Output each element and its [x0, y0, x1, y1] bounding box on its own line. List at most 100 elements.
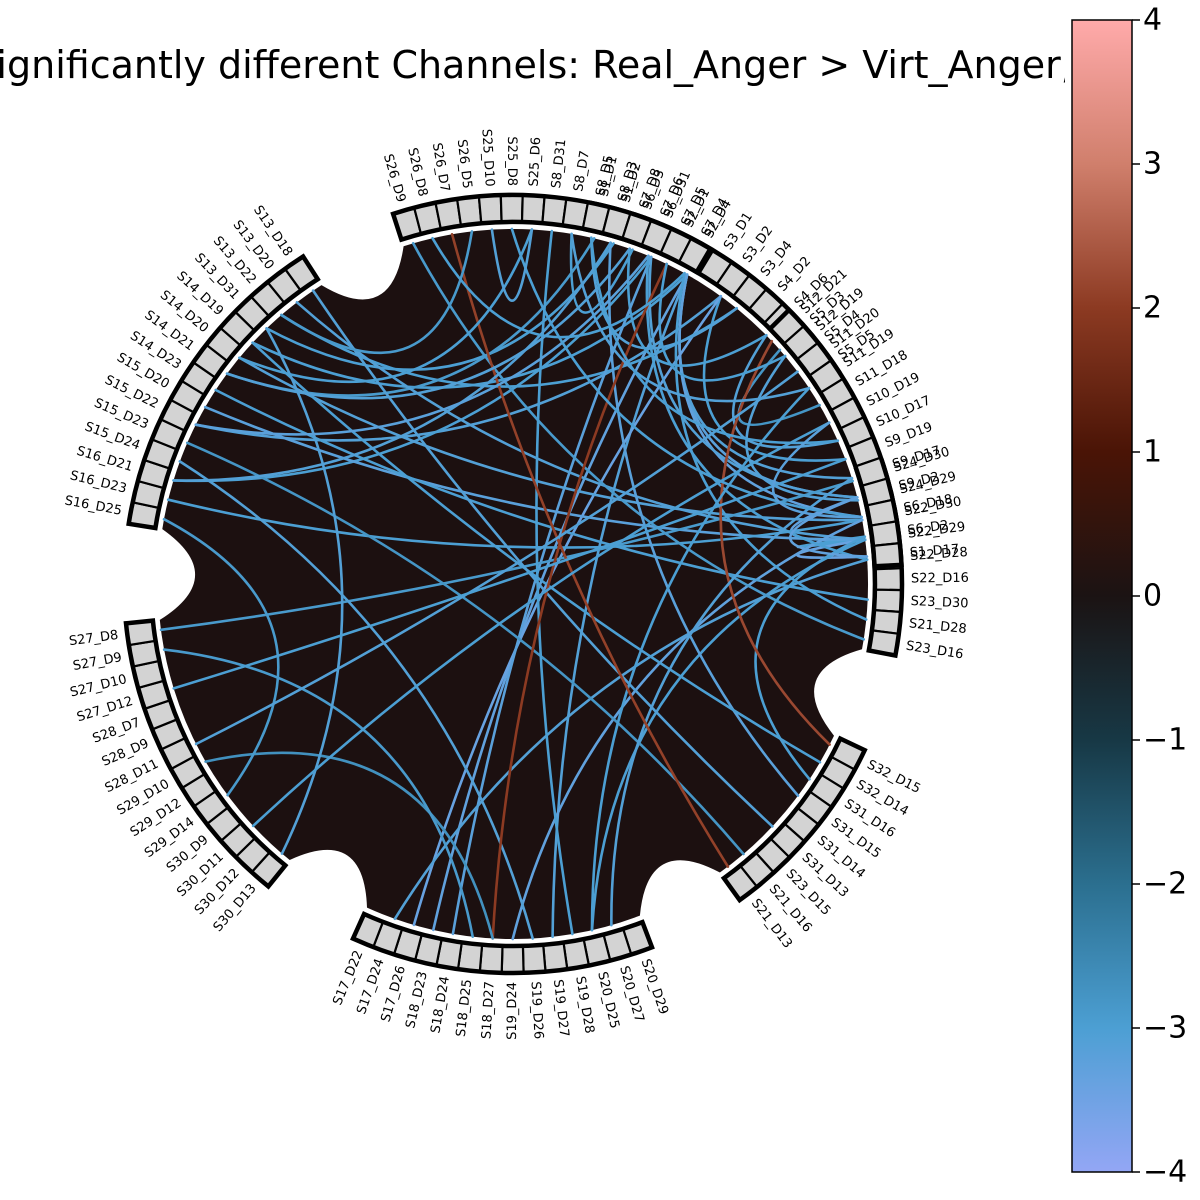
colorbar-tick-label: 0 — [1143, 579, 1162, 614]
node-label: S8_D31 — [549, 138, 569, 189]
node-label: S26_D9 — [380, 152, 408, 204]
colorbar-tick-label: 1 — [1143, 435, 1162, 470]
chord-link — [510, 227, 863, 519]
chord-link — [251, 421, 831, 828]
node-label: S19_D28 — [572, 975, 596, 1035]
chart-title: Significantly different Channels: Real_A… — [0, 43, 1158, 87]
node-label: S18_D23 — [403, 970, 431, 1030]
chord-link — [490, 228, 534, 302]
node-label: S20_D25 — [594, 970, 622, 1030]
chord-link — [166, 498, 864, 549]
chord-link — [737, 348, 821, 427]
node-box — [478, 943, 504, 974]
node-label: S19_D27 — [550, 979, 571, 1038]
node-box — [520, 193, 546, 225]
chord-link — [280, 230, 474, 355]
node-label: S25_D10 — [478, 128, 496, 187]
chord-link — [789, 496, 869, 558]
node-label: S27_D8 — [68, 628, 119, 649]
chord-link — [590, 386, 811, 932]
node-label: S22_D28 — [910, 545, 969, 564]
node-box — [499, 193, 524, 224]
chord-link — [172, 241, 612, 482]
colorbar-tick-label: −4 — [1143, 1155, 1187, 1190]
chord-link — [702, 294, 847, 462]
chord-link — [203, 405, 867, 541]
chord-link — [674, 271, 868, 621]
colorbar-tick-label: −3 — [1143, 1011, 1187, 1046]
node-label: S22_D29 — [907, 520, 966, 542]
chord-link — [238, 228, 534, 384]
chord-link — [511, 518, 864, 941]
colorbar-gradient — [1071, 19, 1133, 1173]
group-outline — [126, 253, 321, 531]
chord-link — [610, 476, 854, 927]
chord-link — [590, 538, 867, 932]
node-label: S16_D25 — [63, 493, 123, 518]
node-box — [873, 567, 904, 592]
group-outline — [123, 618, 289, 890]
chord-link — [162, 648, 474, 938]
chord-link — [238, 356, 864, 522]
chord-link — [648, 255, 859, 499]
chord-link — [569, 232, 634, 314]
node-box — [871, 541, 903, 568]
chord-link — [393, 558, 869, 921]
colorbar-tick-label: −1 — [1143, 723, 1187, 758]
node-label: S23_D16 — [905, 639, 964, 663]
chord-link — [311, 289, 774, 828]
chord-nodes: S1_D1S1_D2S6_D3S6_D31S2_D1S2_D4S3_D1S3_D… — [63, 128, 969, 1039]
node-label: S16_D23 — [68, 468, 128, 496]
node-label: S18_D27 — [479, 981, 497, 1040]
colorbar-tick-label: 4 — [1143, 3, 1162, 38]
chord-link — [162, 517, 280, 797]
chord-link — [172, 255, 653, 483]
group-outline — [390, 192, 714, 276]
node-label: S19_D24 — [505, 982, 520, 1040]
colorbar: −4 −3 −2 −1 0 1 2 3 4 — [1071, 3, 1187, 1190]
chord-link — [265, 242, 615, 371]
chord-link — [178, 460, 534, 940]
chord-link — [658, 262, 787, 382]
chord-link — [551, 273, 689, 939]
chord-link — [295, 301, 867, 541]
colorbar-tick-label: 3 — [1143, 147, 1162, 182]
chord-link — [570, 232, 811, 403]
node-label: S6_D2 — [907, 518, 950, 538]
node-box — [500, 944, 525, 975]
chord-link — [431, 236, 686, 339]
node-label: S27_D9 — [72, 650, 123, 674]
node-box — [477, 194, 503, 225]
node-label: S25_D8 — [504, 136, 519, 186]
chord-link — [194, 254, 650, 436]
node-label: S1_D17 — [909, 542, 960, 561]
colorbar-tick-label: 2 — [1143, 291, 1162, 326]
node-label: S18_D25 — [454, 979, 475, 1038]
node-label: S23_D30 — [910, 594, 968, 612]
node-label: S18_D24 — [428, 975, 453, 1035]
node-label: S21_D28 — [908, 616, 967, 637]
node-box — [521, 943, 547, 975]
node-label: S8_D7 — [571, 150, 593, 193]
chord-link — [771, 421, 863, 519]
colorbar-tick-label: −2 — [1143, 867, 1187, 902]
chord-link — [411, 242, 865, 641]
node-box — [542, 941, 569, 973]
chord-link — [225, 247, 631, 400]
chord-link — [590, 236, 840, 445]
node-label: S25_D6 — [527, 137, 545, 187]
chord-link — [214, 388, 869, 601]
node-label: S22_D16 — [911, 571, 969, 587]
colorbar-ticks: −4 −3 −2 −1 0 1 2 3 4 — [1132, 3, 1187, 1190]
node-label: S26_D5 — [454, 139, 475, 190]
group-outline — [350, 911, 655, 976]
node-label: S26_D7 — [429, 142, 452, 193]
group-outline — [720, 735, 868, 904]
chord-link — [159, 479, 854, 632]
node-label: S26_D8 — [404, 146, 430, 198]
node-box — [872, 588, 904, 614]
group-outline — [766, 306, 904, 569]
chord-link — [204, 751, 494, 940]
